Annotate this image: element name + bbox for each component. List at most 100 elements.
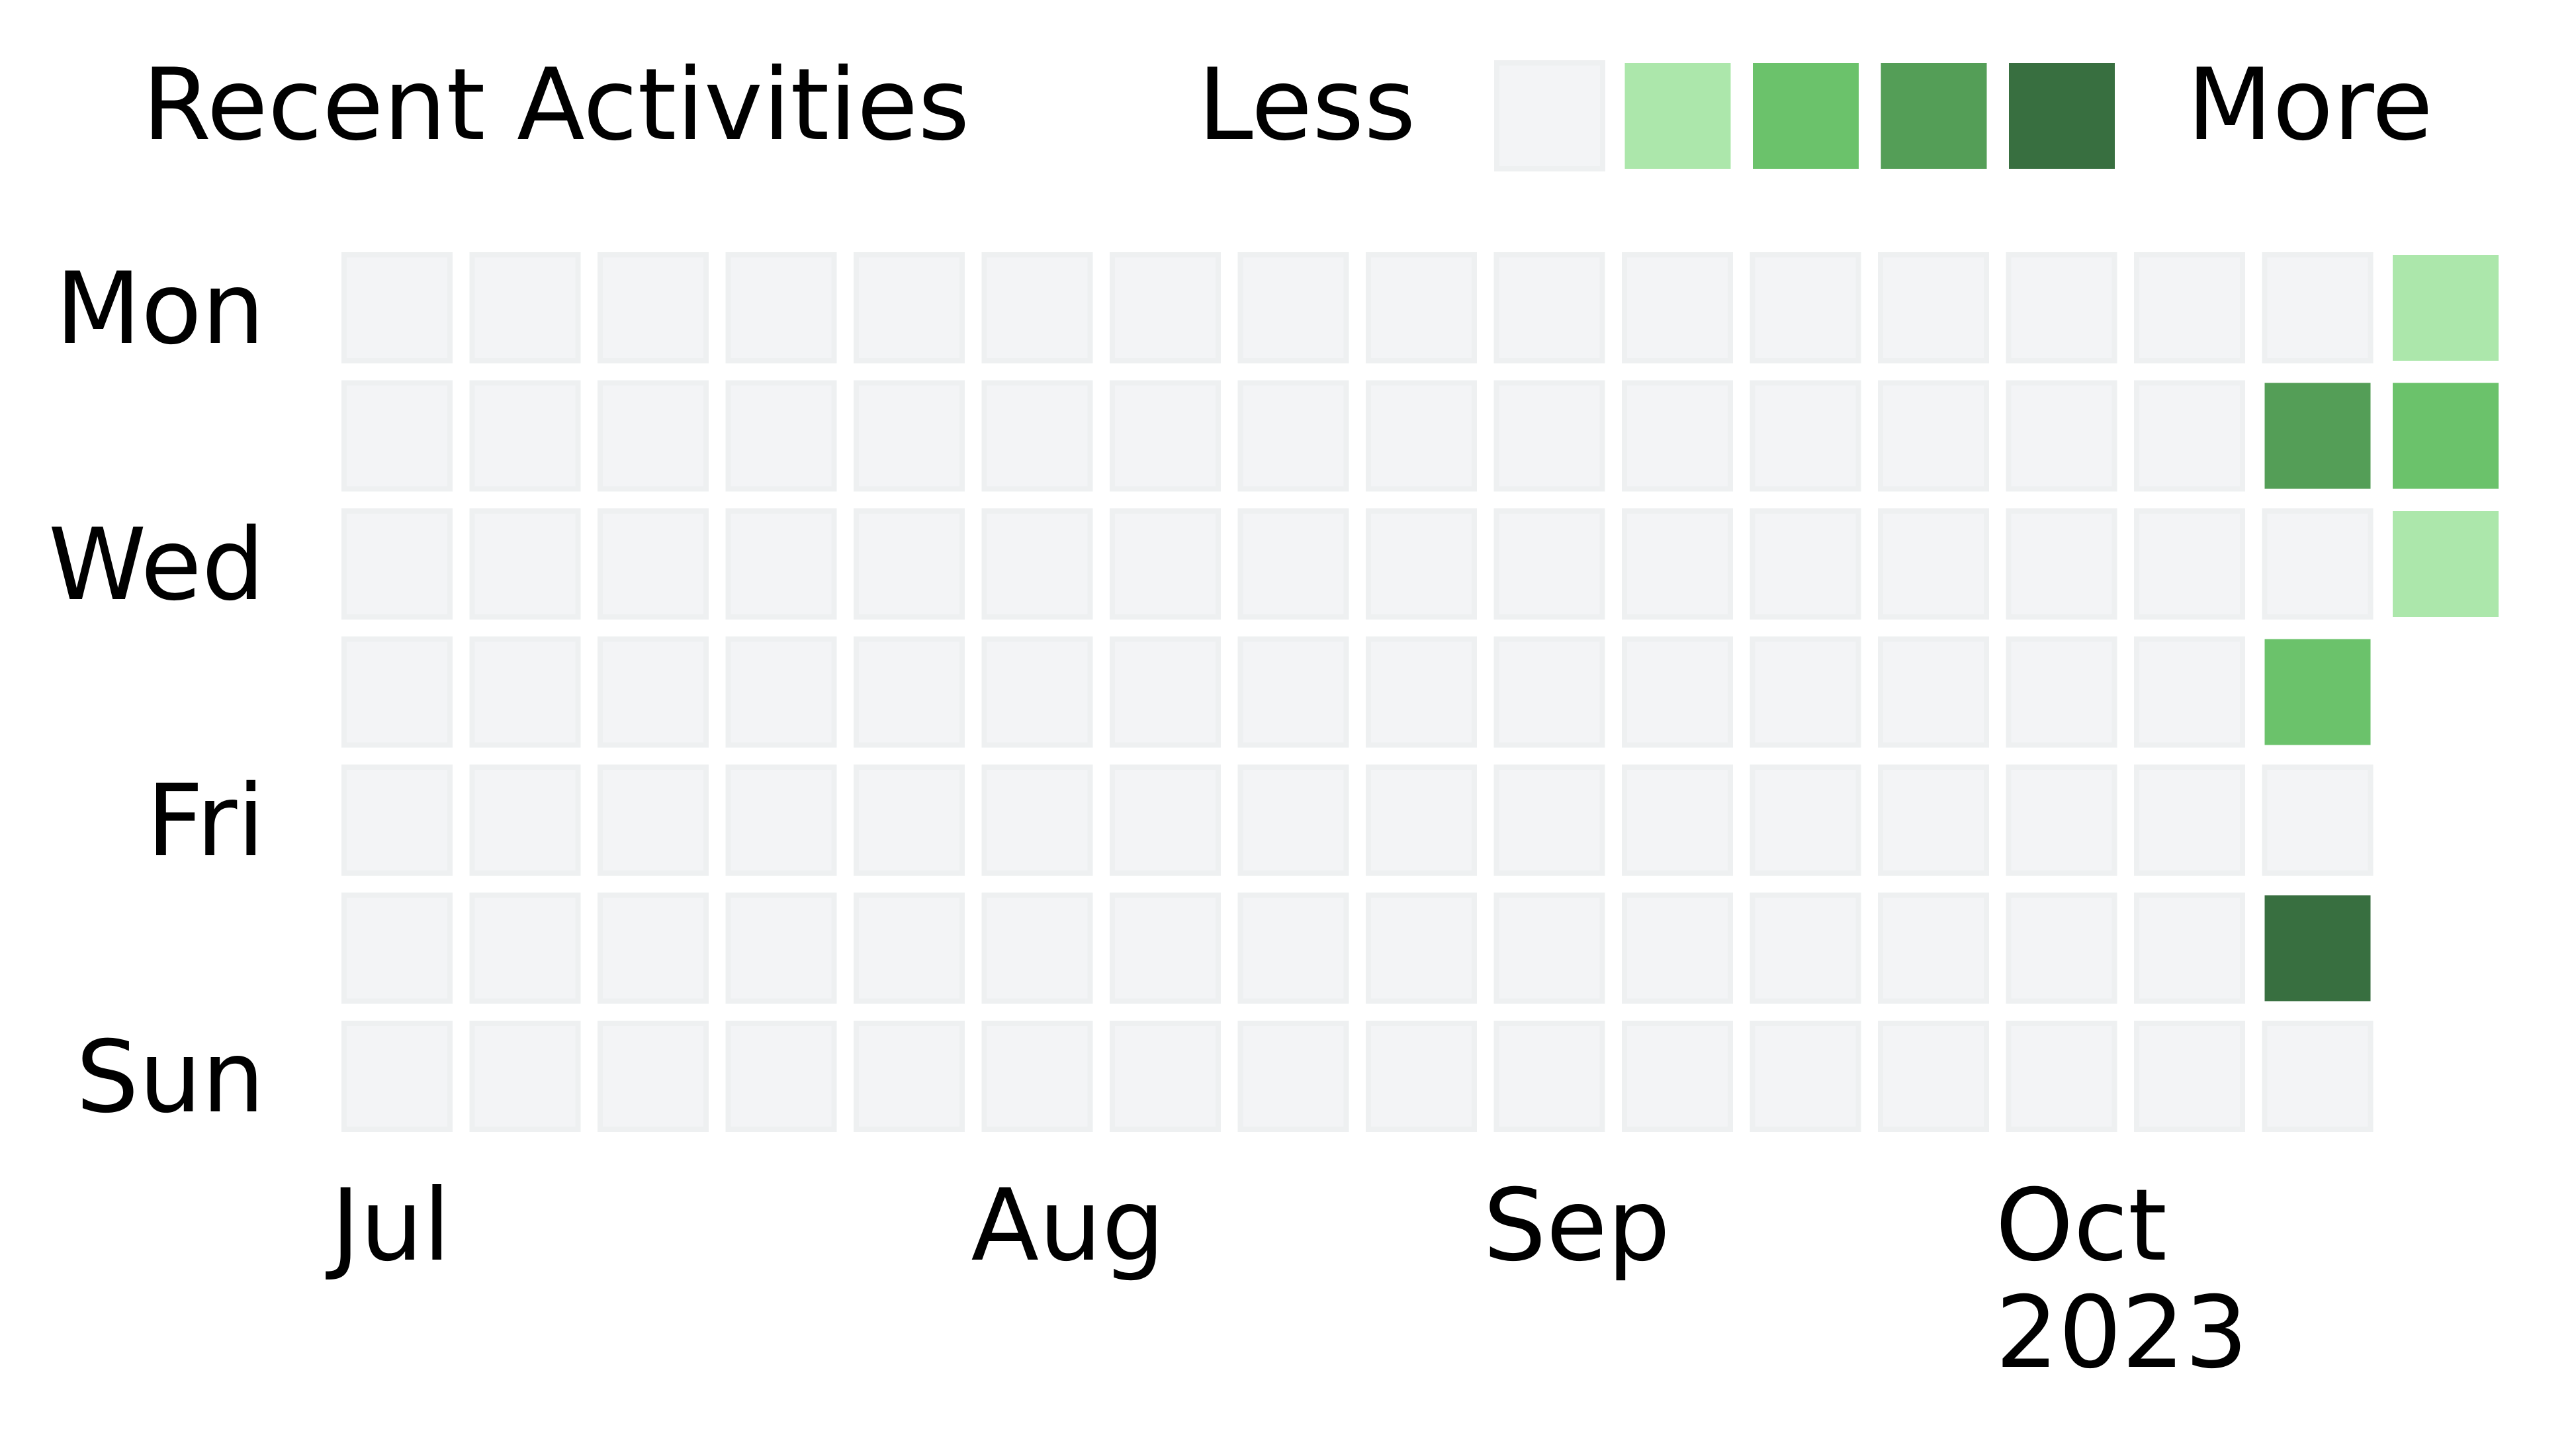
heatmap-cell (469, 765, 581, 876)
heatmap-cell (725, 892, 837, 1004)
heatmap-cell (1493, 508, 1605, 620)
heatmap-cell (725, 765, 837, 876)
heatmap-cell (2134, 252, 2245, 363)
heatmap-cell (725, 636, 837, 748)
heatmap-cell (341, 892, 453, 1004)
legend-swatch (1881, 63, 1987, 169)
heatmap-cell (725, 252, 837, 363)
heatmap-cell (1622, 380, 1733, 492)
heatmap-cell (1493, 892, 1605, 1004)
heatmap-cell (1622, 892, 1733, 1004)
heatmap-cell (1366, 508, 1477, 620)
legend-swatch (1494, 60, 1605, 171)
heatmap-cell (341, 508, 453, 620)
heatmap-cell (854, 508, 965, 620)
heatmap-cell (2262, 508, 2374, 620)
heatmap-cell (981, 252, 1093, 363)
heatmap-cell (725, 508, 837, 620)
heatmap-cell (1750, 892, 1861, 1004)
heatmap-cell (1493, 252, 1605, 363)
heatmap-cell (598, 380, 709, 492)
heatmap-cell (1493, 380, 1605, 492)
day-label: Mon (56, 252, 265, 367)
heatmap-cell (1366, 765, 1477, 876)
heatmap-cell (2134, 636, 2245, 748)
heatmap-cell (1110, 252, 1221, 363)
heatmap-cell (2006, 1021, 2117, 1132)
heatmap-cell (981, 636, 1093, 748)
heatmap-cell (341, 252, 453, 363)
heatmap-cell (1366, 1021, 1477, 1132)
heatmap-cell (2006, 765, 2117, 876)
heatmap-cell (1366, 636, 1477, 748)
heatmap-cell (1110, 1021, 1221, 1132)
heatmap-cell (2393, 383, 2499, 489)
heatmap-cell (1878, 508, 1989, 620)
heatmap-cell (1878, 892, 1989, 1004)
day-label: Wed (48, 508, 265, 623)
heatmap-cell (2262, 252, 2374, 363)
heatmap-cell (598, 765, 709, 876)
heatmap-cell (2134, 380, 2245, 492)
heatmap-cell (1622, 765, 1733, 876)
chart-title: Recent Activities (142, 48, 969, 163)
heatmap-cell (981, 508, 1093, 620)
heatmap-cell (1110, 508, 1221, 620)
month-label: Oct (1996, 1168, 2167, 1283)
heatmap-cell (1493, 765, 1605, 876)
heatmap-cell (1622, 508, 1733, 620)
heatmap-cell (341, 765, 453, 876)
heatmap-cell (2134, 1021, 2245, 1132)
heatmap-cell (1750, 252, 1861, 363)
heatmap-cell (1750, 380, 1861, 492)
heatmap-cell (1237, 380, 1349, 492)
heatmap-cell (1237, 1021, 1349, 1132)
heatmap-cell (1237, 765, 1349, 876)
year-label: 2023 (1996, 1276, 2248, 1391)
heatmap-cell (1750, 765, 1861, 876)
heatmap-cell (854, 765, 965, 876)
heatmap-cell (469, 252, 581, 363)
heatmap-cell (2006, 252, 2117, 363)
heatmap-cell (469, 636, 581, 748)
heatmap-cell (341, 636, 453, 748)
heatmap-cell (598, 1021, 709, 1132)
heatmap-cell (1237, 636, 1349, 748)
legend-swatch (2009, 63, 2115, 169)
legend-swatch (1624, 63, 1731, 169)
heatmap-cell (854, 252, 965, 363)
heatmap-cell (1622, 252, 1733, 363)
legend-swatches (1494, 60, 2115, 171)
heatmap-cell (1237, 252, 1349, 363)
heatmap-cell (1878, 765, 1989, 876)
heatmap-cell (2264, 895, 2371, 1001)
heatmap-cell (1750, 636, 1861, 748)
heatmap-cell (1110, 636, 1221, 748)
heatmap-cell (1110, 892, 1221, 1004)
month-label: Jul (326, 1168, 451, 1283)
heatmap-cell (2393, 511, 2499, 617)
heatmap-cell (2006, 380, 2117, 492)
legend-swatch (1753, 63, 1859, 169)
heatmap-cell (2006, 636, 2117, 748)
heatmap-cell (854, 892, 965, 1004)
heatmap-cell (1878, 1021, 1989, 1132)
heatmap-cell (598, 508, 709, 620)
heatmap-cell (725, 1021, 837, 1132)
heatmap-cell (2134, 508, 2245, 620)
month-label: Aug (971, 1168, 1165, 1283)
heatmap-cell (1366, 252, 1477, 363)
heatmap-cell (2006, 508, 2117, 620)
heatmap-cell (981, 765, 1093, 876)
heatmap-cell (2393, 255, 2499, 361)
month-label: Sep (1484, 1168, 1671, 1283)
heatmap-cell (469, 1021, 581, 1132)
heatmap-cell (1110, 380, 1221, 492)
heatmap-cell (725, 380, 837, 492)
heatmap-cell (1493, 636, 1605, 748)
heatmap-cell (469, 508, 581, 620)
day-label: Sun (76, 1020, 265, 1135)
heatmap-cell (2262, 765, 2374, 876)
